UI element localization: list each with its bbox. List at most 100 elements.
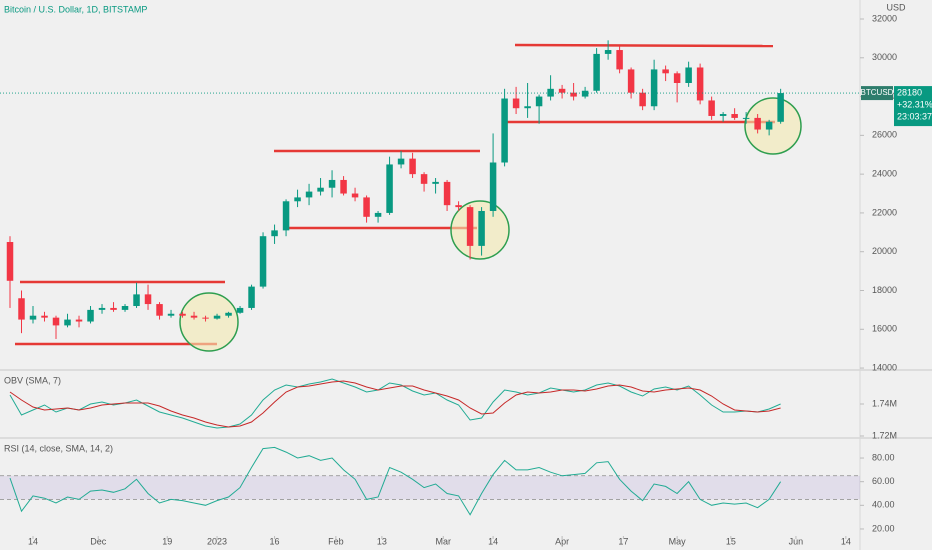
x-tick-label: 14: [488, 536, 498, 546]
x-tick-label: 15: [726, 536, 736, 546]
candle-body: [236, 307, 244, 313]
candle-body: [121, 306, 129, 310]
candle-body: [133, 294, 140, 307]
candle-body: [547, 88, 554, 97]
x-tick-label: Feb: [328, 536, 344, 546]
candle-body: [156, 304, 163, 316]
candle-body: [777, 93, 784, 122]
candle-body: [110, 307, 117, 310]
candle-body: [708, 100, 715, 116]
candle-body: [179, 313, 186, 316]
candle-body: [317, 187, 324, 192]
candle-body: [650, 69, 658, 107]
candle-body: [455, 205, 462, 208]
candle-body: [87, 309, 94, 322]
x-tick-label: 14: [841, 536, 851, 546]
x-tick-label: 2023: [207, 536, 227, 546]
rsi-band: [0, 475, 860, 500]
candle-body: [466, 207, 474, 246]
x-tick-label: 19: [162, 536, 172, 546]
last-price: 28180: [897, 87, 922, 97]
candle-body: [271, 230, 278, 237]
x-tick-label: Apr: [555, 536, 569, 546]
candle-body: [363, 197, 370, 217]
price-tag: [894, 86, 932, 127]
chart-title: Bitcoin / U.S. Dollar, 1D, BITSTAMP: [4, 4, 147, 14]
candle-body: [41, 315, 48, 318]
price-change: +32.31%: [897, 99, 932, 109]
candle-body: [64, 319, 71, 326]
candle-body: [685, 67, 692, 83]
x-tick-label: May: [669, 536, 687, 546]
candle-body: [754, 117, 761, 130]
candle-body: [535, 96, 543, 107]
candle-body: [52, 317, 60, 326]
candle-body: [570, 92, 577, 97]
candle-body: [639, 92, 646, 107]
y-tick-label: 40.00: [872, 500, 895, 510]
candle-body: [616, 50, 623, 70]
symbol-tag: [861, 86, 893, 101]
candle-body: [662, 69, 669, 74]
candle-body: [731, 114, 738, 118]
candle-body: [765, 121, 773, 130]
y-tick-label: 18000: [872, 285, 897, 295]
candle-body: [719, 114, 727, 116]
x-tick-label: 13: [377, 536, 387, 546]
candle-body: [627, 69, 635, 93]
y-tick-label: 1.72M: [872, 430, 897, 440]
y-tick-label: 16000: [872, 324, 897, 334]
candle-body: [581, 90, 589, 97]
candle-body: [351, 193, 359, 198]
candle-body: [305, 191, 313, 198]
candle-body: [225, 312, 232, 316]
symbol-label: BTCUSD: [861, 88, 894, 97]
y-tick-label: 26000: [872, 130, 897, 140]
candle-body: [18, 298, 25, 320]
y-tick-label: 22000: [872, 207, 897, 217]
x-tick-label: 14: [28, 536, 38, 546]
panel-title: OBV (SMA, 7): [4, 375, 61, 385]
candle-body: [409, 158, 416, 175]
x-tick-label: 16: [270, 536, 280, 546]
candle-body: [673, 73, 681, 83]
candle-body: [213, 315, 221, 319]
countdown: 23:03:37: [897, 111, 932, 121]
candle-body: [386, 164, 393, 213]
x-tick-label: Dec: [90, 536, 107, 546]
candle-body: [75, 319, 83, 322]
panel-title: RSI (14, close, SMA, 14, 2): [4, 443, 113, 453]
candle-body: [420, 174, 428, 184]
drawings: [15, 43, 802, 352]
y-tick-label: 20000: [872, 246, 897, 256]
candle-body: [167, 313, 175, 316]
candle-body: [144, 294, 152, 305]
candle-body: [443, 181, 451, 206]
candle-body: [29, 315, 37, 320]
candle-body: [374, 212, 382, 217]
candle-body: [478, 210, 485, 246]
candle-body: [489, 162, 497, 211]
x-tick-label: 17: [618, 536, 628, 546]
candle-body: [524, 106, 531, 109]
currency-label: USD: [886, 2, 906, 12]
candle-body: [282, 201, 290, 231]
y-tick-label: 80.00: [872, 452, 895, 462]
candle-body: [397, 158, 405, 165]
candle-body: [202, 317, 209, 319]
candle-body: [259, 236, 267, 287]
candle-body: [512, 98, 520, 109]
resistance-line: [514, 43, 774, 48]
candle-body: [696, 67, 704, 101]
y-tick-label: 1.74M: [872, 398, 897, 408]
y-tick-label: 20.00: [872, 523, 895, 533]
highlight-circle: [179, 292, 239, 352]
indicator-line: [9, 380, 781, 428]
y-tick-label: 30000: [872, 52, 897, 62]
candle-body: [593, 53, 600, 91]
x-tick-label: Mar: [436, 536, 452, 546]
candle-body: [98, 307, 106, 310]
y-tick-label: 60.00: [872, 476, 895, 486]
